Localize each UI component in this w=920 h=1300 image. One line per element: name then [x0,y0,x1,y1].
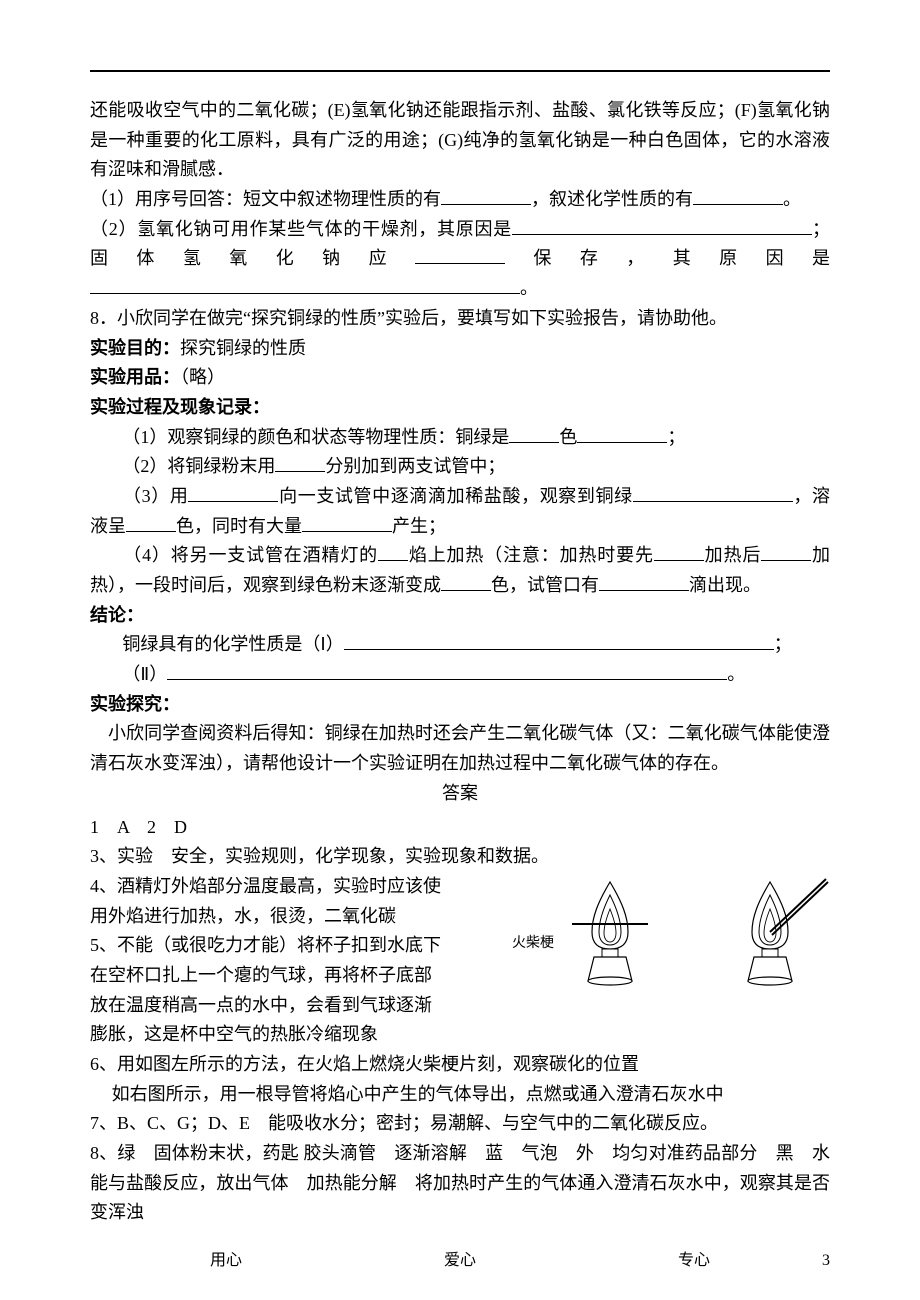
aim-label: 实验目的： [90,338,180,358]
ans-3: 3、实验 安全，实验规则，化学现象，实验现象和数据。 [90,842,830,872]
c2t: 。 [727,664,745,684]
p1b: 色 [559,427,577,447]
blank [654,542,704,561]
blank [577,424,667,443]
p3a: （3）用 [122,486,188,506]
q1-tail: 。 [783,189,801,209]
ans-5d: 膨胀，这是杯中空气的热胀冷缩现象 [90,1020,830,1050]
aim-text: 探究铜绿的性质 [180,338,306,358]
proc-1: （1）观察铜绿的颜色和状态等物理性质：铜绿是 色 ； [90,423,830,453]
blank [275,453,325,472]
p2b: 分别加到两支试管中； [325,456,505,476]
answers-left-col: 4、酒精灯外焰部分温度最高，实验时应该使 用外焰进行加热，水，很烫，二氧化碳 5… [90,872,530,1020]
blank [167,661,727,680]
concl-label: 结论： [90,601,830,631]
answers-title: 答案 [90,779,830,809]
q8-intro: 8．小欣同学在做完“探究铜绿的性质”实验后，要填写如下实验报告，请协助他。 [90,304,830,334]
blank [633,483,793,502]
p1a: （1）观察铜绿的颜色和状态等物理性质：铜绿是 [122,427,509,447]
top-rule [90,70,830,72]
ans-6b: 如右图所示，用一根导管将焰心中产生的气体导出，点燃或通入澄清石灰水中 [90,1080,830,1110]
flame-right-svg [730,877,830,987]
blank [441,572,491,591]
p3b: 向一支试管中逐滴滴加稀盐酸，观察到铜绿 [278,486,632,506]
blank [761,542,811,561]
blank [441,186,531,205]
footer-page: 3 [822,1252,830,1270]
q7-part2: （2）氢氧化钠可用作某些气体的干燥剂，其原因是；固体氢氧化钠应保存，其原因是。 [90,215,830,304]
p4f: 滴出现。 [689,575,761,595]
inq-text: 小欣同学查阅资料后得知：铜绿在加热时还会产生二氧化碳气体（又：二氧化碳气体能使澄… [90,719,830,778]
q7-part1: （1）用序号回答：短文中叙述物理性质的有 ，叙述化学性质的有 。 [90,185,830,215]
blank [378,542,408,561]
blank [509,424,559,443]
p2a: （2）将铜绿粉末用 [122,456,275,476]
c1a: 铜绿具有的化学性质是（Ⅰ） [122,634,343,654]
proc-label: 实验过程及现象记录： [90,393,830,423]
answers-block: 1 A 2 D 3、实验 安全，实验规则，化学现象，实验现象和数据。 4、酒精灯… [90,813,830,1229]
flame-left-svg [570,877,650,987]
blank [90,275,520,294]
figure-flame-right [730,877,830,987]
blank [344,631,774,650]
ans-4b: 用外焰进行加热，水，很烫，二氧化碳 [90,902,530,932]
footer-left: 用心 [210,1246,242,1270]
p4a: （4）将另一支试管在酒精灯的 [122,545,378,565]
ans-5b: 在空杯口扎上一个瘪的气球，再将杯子底部 [90,961,530,991]
c2a: （Ⅱ） [122,664,167,684]
equip-label: 实验用品： [90,367,180,387]
blank [693,186,783,205]
ans-12: 1 A 2 D [90,813,830,843]
q8-aim: 实验目的：探究铜绿的性质 [90,334,830,364]
blank [188,483,278,502]
footer: 用心 爱心 专心 3 [90,1246,830,1270]
p4c: 加热后 [704,545,761,565]
ans-4a: 4、酒精灯外焰部分温度最高，实验时应该使 [90,872,530,902]
q1-mid: ，叙述化学性质的有 [531,189,693,209]
blank [415,245,505,264]
intro-paragraph: 还能吸收空气中的二氧化碳；(E)氢氧化钠还能跟指示剂、盐酸、氯化铁等反应；(F)… [90,96,830,185]
p3e: 产生； [392,516,446,536]
ans-5a: 5、不能（或很吃力才能）将杯子扣到水底下 [90,931,530,961]
concl-1: 铜绿具有的化学性质是（Ⅰ） ； [90,630,830,660]
footer-text: 用心 爱心 专心 [90,1246,830,1270]
blank [512,216,812,235]
c1t: ； [774,634,792,654]
equip-text: （略） [180,367,225,387]
figure-flame-left: 火柴梗 [560,877,660,987]
footer-right: 专心 [678,1246,710,1270]
p1c: ； [667,427,685,447]
q2-mid2: 保存，其原因是 [505,248,830,268]
flame-left-label: 火柴梗 [512,932,554,952]
proc-2: （2）将铜绿粉末用 分别加到两支试管中； [90,452,830,482]
footer-mid: 爱心 [444,1246,476,1270]
inq-label: 实验探究： [90,690,830,720]
answers-row-figures: 4、酒精灯外焰部分温度最高，实验时应该使 用外焰进行加热，水，很烫，二氧化碳 5… [90,872,830,1020]
ans-5c: 放在温度稍高一点的水中，会看到气球逐渐 [90,991,530,1021]
q8-equip: 实验用品：（略） [90,363,830,393]
concl-2: （Ⅱ） 。 [90,660,830,690]
proc-4: （4）将另一支试管在酒精灯的焰上加热（注意：加热时要先加热后加热），一段时间后，… [90,541,830,600]
proc-3: （3）用向一支试管中逐滴滴加稀盐酸，观察到铜绿，溶液呈色，同时有大量产生； [90,482,830,541]
blank [599,572,689,591]
q2-prefix: （2）氢氧化钠可用作某些气体的干燥剂，其原因是 [90,219,512,239]
ans-8: 8、绿 固体粉末状，药匙 胶头滴管 逐渐溶解 蓝 气泡 外 均匀对准药品部分 黑… [90,1139,830,1228]
p4e: 色，试管口有 [491,575,599,595]
figure-flames: 火柴梗 [550,872,830,1002]
blank [302,513,392,532]
ans-6a: 6、用如图左所示的方法，在火焰上燃烧火柴梗片刻，观察碳化的位置 [90,1050,830,1080]
page: 还能吸收空气中的二氧化碳；(E)氢氧化钠还能跟指示剂、盐酸、氯化铁等反应；(F)… [0,0,920,1300]
blank [126,513,176,532]
q1-prefix: （1）用序号回答：短文中叙述物理性质的有 [90,189,441,209]
ans-7: 7、B、C、G；D、E 能吸收水分；密封；易潮解、与空气中的二氧化碳反应。 [90,1109,830,1139]
p4b: 焰上加热（注意：加热时要先 [408,545,654,565]
p3d: 色，同时有大量 [176,516,302,536]
q2-tail: 。 [520,278,538,298]
